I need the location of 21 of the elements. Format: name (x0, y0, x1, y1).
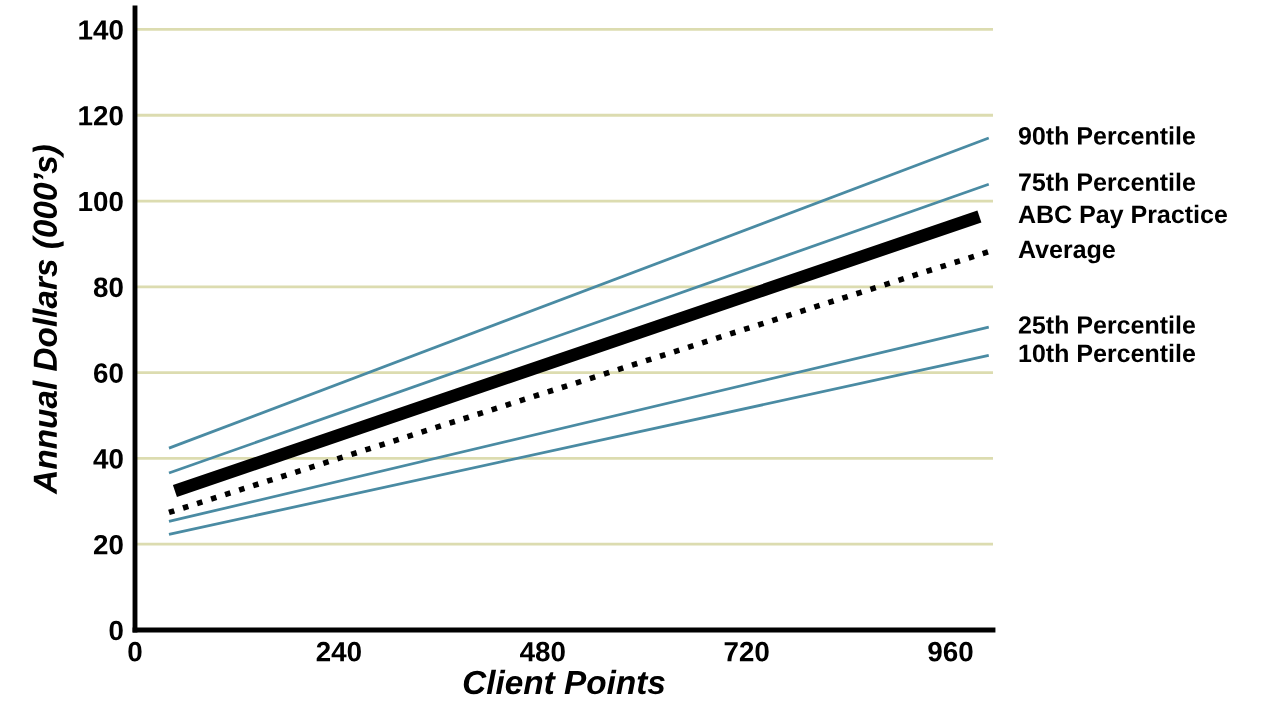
x-axis-title: Client Points (463, 669, 665, 695)
x-tick-label: 960 (928, 641, 973, 662)
y-tick-label: 0 (109, 620, 123, 641)
x-tick-label: 720 (724, 641, 769, 662)
y-tick-label: 60 (94, 363, 123, 383)
y-tick-label: 100 (79, 191, 123, 212)
y-tick-label: 120 (79, 105, 123, 126)
y-tick-label: 80 (93, 277, 123, 298)
y-tick-label: 40 (93, 449, 123, 469)
x-tick-label: 240 (316, 641, 361, 662)
series-label: ABC Pay Practice (1018, 204, 1227, 229)
series-label: 90th Percentile (1018, 126, 1195, 145)
series-label: 75th Percentile (1019, 172, 1195, 192)
x-tick-label: 0 (128, 641, 142, 662)
series-label: 10th Percentile (1019, 343, 1195, 363)
y-tick-label: 140 (79, 20, 123, 40)
series-label: 25th Percentile (1018, 315, 1195, 334)
series-label: Average (1018, 240, 1115, 264)
y-tick-label: 20 (93, 534, 123, 555)
x-tick-label: 480 (520, 641, 565, 662)
y-axis-title: Annual Dollars (000’s) (32, 145, 64, 495)
